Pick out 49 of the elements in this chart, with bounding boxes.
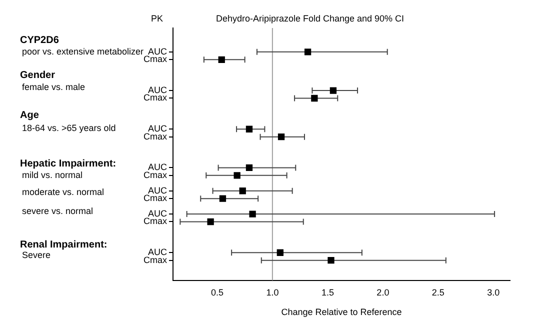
y-tick-label: Cmax bbox=[143, 170, 168, 180]
point bbox=[304, 48, 312, 56]
y-tick-label: AUC bbox=[148, 185, 168, 196]
x-tick-label: 0.5 bbox=[210, 287, 224, 298]
point bbox=[330, 87, 337, 94]
point bbox=[328, 257, 334, 264]
text: Severe bbox=[22, 250, 51, 260]
point bbox=[207, 218, 214, 226]
y-tick-label: Cmax bbox=[143, 193, 168, 204]
point bbox=[239, 188, 246, 194]
y-tick-label: AUC bbox=[148, 85, 168, 96]
point bbox=[246, 126, 253, 132]
x-tick-label: 2.0 bbox=[376, 287, 390, 298]
y-tick-label: AUC bbox=[148, 162, 168, 172]
text: Hepatic Impairment: bbox=[20, 158, 116, 170]
text: severe vs. normal bbox=[22, 206, 94, 216]
y-tick-label: Cmax bbox=[143, 92, 168, 103]
x-tick-label: 1.0 bbox=[266, 287, 279, 298]
text: CYP2D6 bbox=[20, 35, 60, 46]
point bbox=[246, 164, 253, 172]
text: 18-64 vs. >65 years old bbox=[22, 122, 116, 133]
chart-title: Dehydro-Aripiprazole Fold Change and 90% CI bbox=[216, 13, 404, 24]
point bbox=[234, 172, 240, 179]
text: moderate vs. normal bbox=[22, 186, 104, 197]
x-tick-label: 2.5 bbox=[432, 287, 444, 298]
text: mild vs. normal bbox=[22, 170, 83, 180]
y-tick-label: AUC bbox=[148, 46, 168, 56]
text: Gender bbox=[20, 70, 56, 81]
point bbox=[218, 56, 225, 63]
y-tick-label: Cmax bbox=[143, 131, 168, 142]
y-axis-title: PK bbox=[150, 13, 164, 24]
x-tick-label: 3.0 bbox=[487, 287, 500, 298]
y-tick-label: AUC bbox=[148, 124, 168, 134]
text: Age bbox=[20, 110, 40, 121]
y-tick-label: Cmax bbox=[143, 254, 168, 265]
point bbox=[219, 195, 226, 202]
point bbox=[249, 210, 256, 218]
y-tick-label: Cmax bbox=[143, 216, 168, 226]
text: female vs. male bbox=[22, 82, 86, 92]
y-tick-label: Cmax bbox=[143, 54, 168, 64]
y-tick-label: AUC bbox=[148, 208, 168, 219]
point bbox=[311, 94, 318, 102]
x-axis-title: Change Relative to Reference bbox=[281, 307, 402, 318]
text: Renal Impairment: bbox=[20, 240, 108, 251]
text: poor vs. extensive metabolizer bbox=[22, 46, 144, 56]
x-tick-label: 1.5 bbox=[321, 287, 334, 298]
point bbox=[276, 249, 284, 256]
y-tick-label: AUC bbox=[148, 247, 168, 258]
point bbox=[278, 134, 285, 140]
